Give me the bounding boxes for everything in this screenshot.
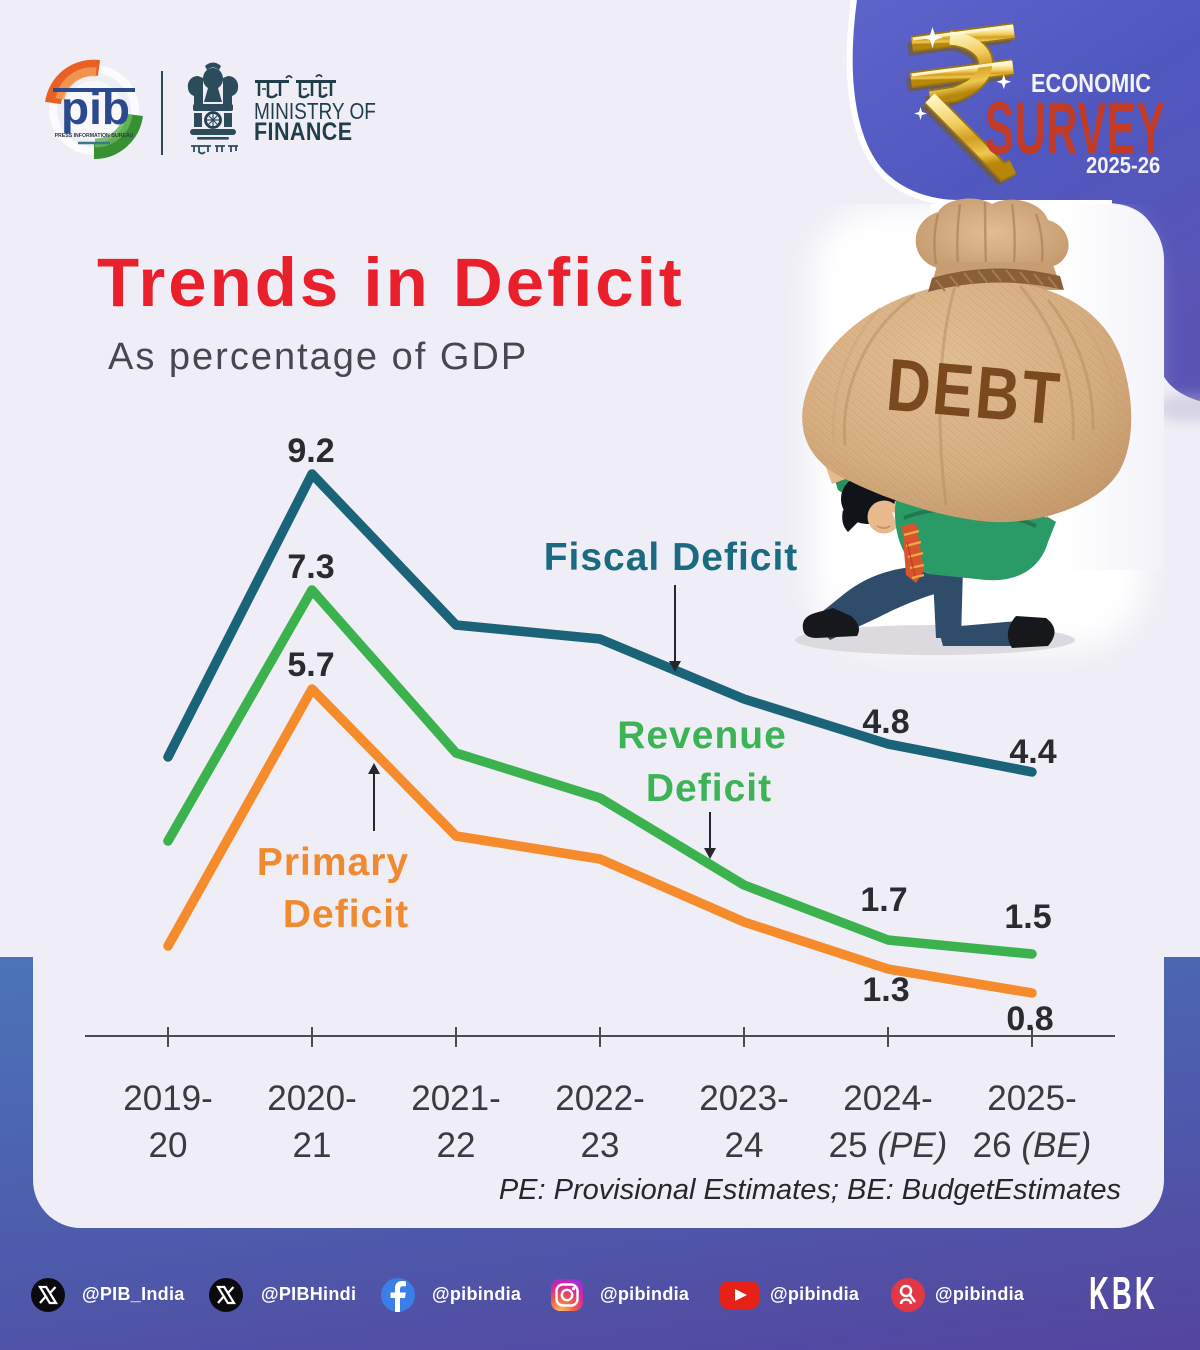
svg-text:2021-: 2021- [411,1079,501,1118]
svg-text:Fiscal Deficit: Fiscal Deficit [544,536,799,579]
svg-text:9.2: 9.2 [287,432,334,470]
svg-text:1.7: 1.7 [860,881,907,919]
svg-text:26 (BE): 26 (BE) [973,1126,1092,1165]
svg-text:23: 23 [581,1126,620,1165]
svg-text:0.8: 0.8 [1006,1000,1053,1038]
svg-text:20: 20 [149,1126,188,1165]
svg-text:Deficit: Deficit [646,767,772,810]
svg-text:pib: pib [61,82,130,134]
svg-text:21: 21 [293,1126,332,1165]
svg-text:5.7: 5.7 [287,646,334,684]
svg-text:MINISTRY OF: MINISTRY OF [254,98,376,124]
svg-text:2023-: 2023- [699,1079,789,1118]
svg-text:4.8: 4.8 [862,703,909,741]
svg-text:2025-: 2025- [987,1079,1077,1118]
svg-text:24: 24 [725,1126,764,1165]
svg-text:22: 22 [437,1126,476,1165]
svg-text:2019-: 2019- [123,1079,213,1118]
svg-text:PRESS INFORMATION BUREAU: PRESS INFORMATION BUREAU [55,133,134,139]
svg-text:DEBT: DEBT [883,344,1064,441]
svg-text:25 (PE): 25 (PE) [829,1126,948,1165]
svg-text:2022-: 2022- [555,1079,645,1118]
svg-text:2024-: 2024- [843,1079,933,1118]
svg-text:Revenue: Revenue [617,714,787,757]
svg-text:Primary: Primary [257,841,409,884]
svg-text:1.3: 1.3 [862,971,909,1009]
svg-text:1.5: 1.5 [1004,898,1051,936]
svg-text:Deficit: Deficit [283,893,409,936]
svg-text:SURVEY: SURVEY [985,87,1166,170]
svg-text:FINANCE: FINANCE [254,117,352,145]
svg-text:7.3: 7.3 [287,548,334,586]
svg-text:4.4: 4.4 [1009,733,1056,771]
svg-text:ECONOMIC: ECONOMIC [1031,69,1151,98]
svg-text:2020-: 2020- [267,1079,357,1118]
svg-text:2025-26: 2025-26 [1086,152,1160,179]
